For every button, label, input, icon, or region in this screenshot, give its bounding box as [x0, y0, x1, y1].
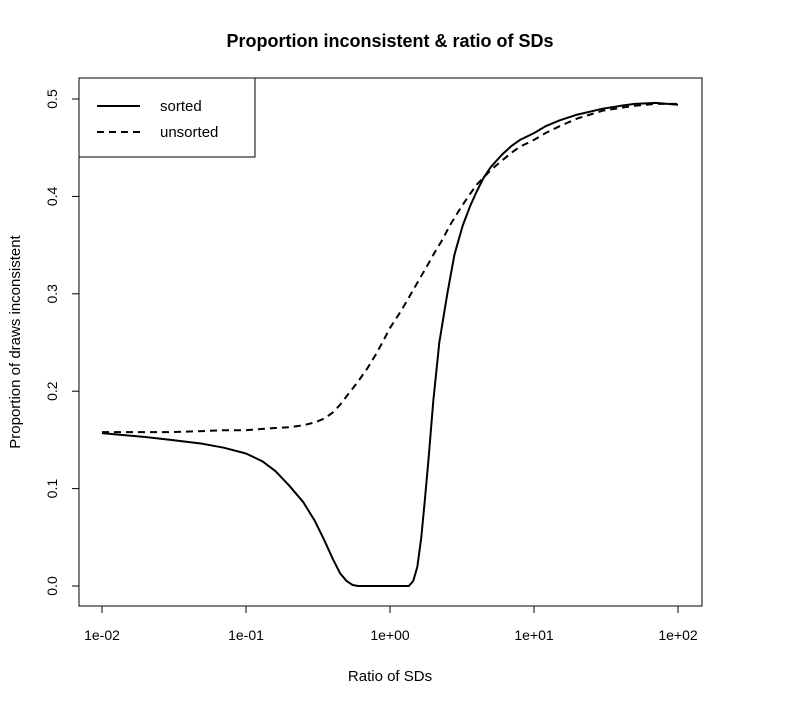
legend-label-unsorted: unsorted	[160, 124, 218, 141]
y-tick-label: 0.1	[44, 479, 60, 499]
series-line-unsorted	[102, 102, 678, 434]
series-layer	[101, 101, 679, 587]
series-line-sorted	[101, 101, 679, 587]
x-tick-label: 1e+02	[658, 627, 698, 643]
chart-title: Proportion inconsistent & ratio of SDs	[226, 31, 553, 51]
legend-box	[78, 77, 256, 158]
x-axis-label: Ratio of SDs	[348, 668, 432, 685]
x-tick-label: 1e+00	[370, 627, 410, 643]
y-tick-label: 0.5	[44, 89, 60, 109]
x-tick-label: 1e-02	[84, 627, 120, 643]
y-tick-label: 0.0	[44, 576, 60, 596]
x-tick-label: 1e-01	[228, 627, 264, 643]
y-tick-label: 0.4	[44, 186, 60, 206]
y-axis: 0.0 0.1 0.2 0.3 0.4 0.5	[44, 89, 80, 596]
legend: sorted unsorted	[78, 77, 256, 158]
y-tick-label: 0.2	[44, 381, 60, 401]
legend-label-sorted: sorted	[160, 98, 202, 115]
y-tick-label: 0.3	[44, 284, 60, 304]
x-axis: 1e-02 1e-01 1e+00 1e+01 1e+02	[84, 605, 698, 643]
y-axis-label: Proportion of draws inconsistent	[7, 234, 24, 448]
x-tick-label: 1e+01	[514, 627, 554, 643]
